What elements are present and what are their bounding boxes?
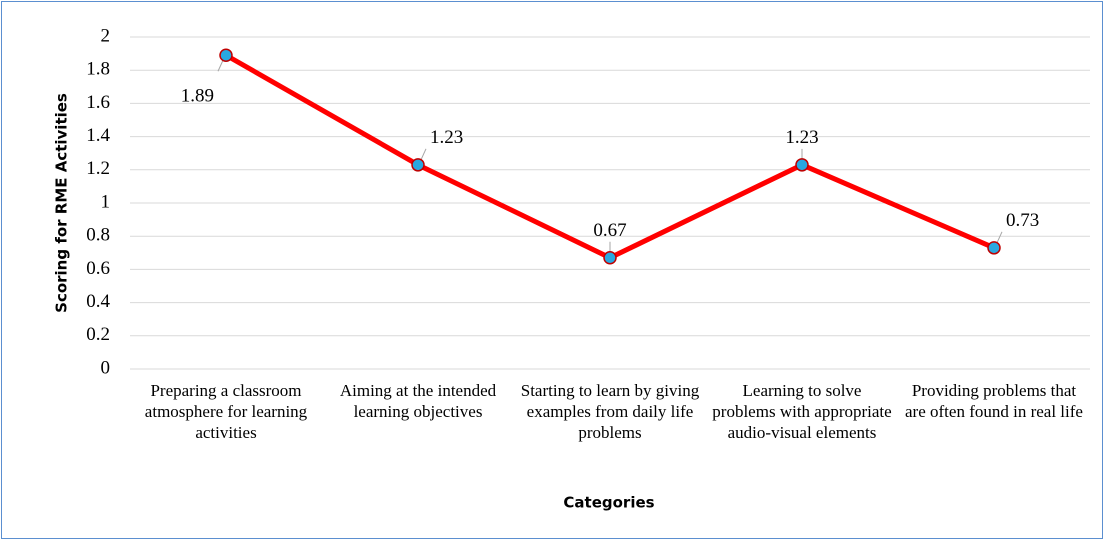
x-axis-title: Categories <box>563 494 654 512</box>
y-tick-label: 1.4 <box>86 125 110 146</box>
x-tick-label: Preparing a classroom atmosphere for lea… <box>144 381 308 442</box>
leader-line <box>217 60 224 72</box>
y-tick-label: 1.8 <box>86 59 110 80</box>
y-tick-label: 0.4 <box>86 291 110 312</box>
y-axis-title: Scoring for RME Activities <box>53 93 71 313</box>
marker <box>219 48 233 63</box>
data-label: 1.23 <box>430 127 463 148</box>
x-tick-label: Learning to solve problems with appropri… <box>712 381 892 442</box>
x-tick-label: Aiming at the intended learning objectiv… <box>339 381 497 421</box>
leader-line <box>996 231 1003 244</box>
y-tick-label: 0.6 <box>86 258 110 279</box>
x-tick-label: Providing problems that are often found … <box>905 381 1083 421</box>
data-label: 0.73 <box>1006 210 1039 231</box>
data-label: 1.89 <box>181 86 214 107</box>
marker <box>603 251 617 265</box>
x-tick-label: Starting to learn by giving examples fro… <box>520 381 700 442</box>
y-tick-label: 1.2 <box>86 158 110 179</box>
leader-line <box>420 148 427 161</box>
y-tick-label: 0 <box>101 357 111 378</box>
y-tick-label: 1 <box>101 191 111 212</box>
data-label: 0.67 <box>593 220 626 241</box>
y-tick-label: 0.8 <box>86 225 110 246</box>
marker <box>411 158 425 172</box>
y-tick-label: 0.2 <box>86 324 110 345</box>
y-tick-label: 1.6 <box>86 92 110 113</box>
marker <box>795 158 809 172</box>
data-label: 1.23 <box>785 127 818 148</box>
marker <box>987 241 1001 255</box>
y-tick-label: 2 <box>101 25 111 46</box>
